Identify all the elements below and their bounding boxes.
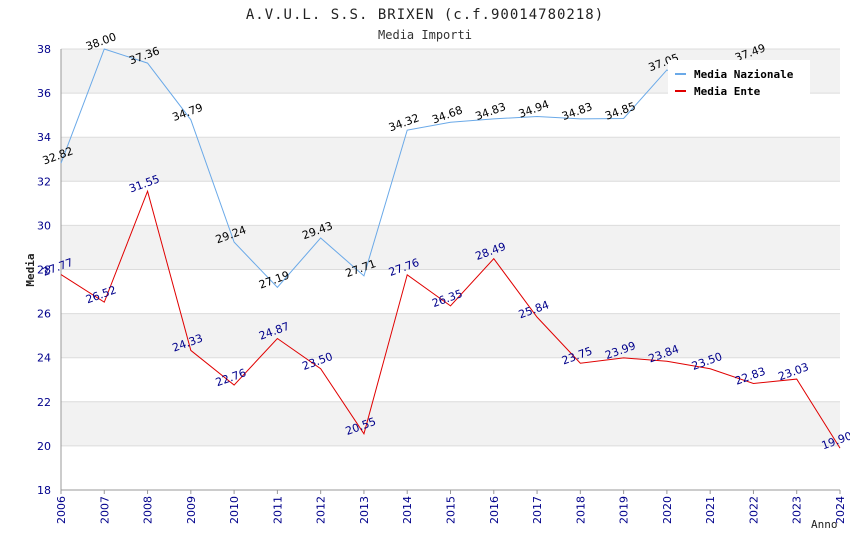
y-tick-label: 20 — [37, 440, 51, 453]
y-tick-label: 34 — [37, 131, 51, 144]
plot-bands — [61, 49, 840, 446]
y-tick-label: 32 — [37, 175, 51, 188]
plot-band — [61, 137, 840, 182]
y-tick-label: 22 — [37, 396, 51, 409]
x-tick-label: 2024 — [834, 496, 847, 524]
y-tick-label: 28 — [37, 264, 51, 277]
x-tick-label: 2018 — [574, 496, 587, 524]
plot-band — [61, 401, 840, 446]
data-label: 22.83 — [733, 365, 767, 388]
x-tick-label: 2012 — [315, 496, 328, 524]
x-tick-label: 2008 — [142, 496, 155, 524]
x-tick-label: 2013 — [358, 496, 371, 524]
x-tick-label: 2011 — [271, 496, 284, 524]
data-label: 34.85 — [603, 100, 637, 123]
x-tick-label: 2019 — [618, 496, 631, 524]
x-tick-label: 2021 — [704, 496, 717, 524]
data-label: 34.32 — [387, 111, 421, 134]
y-tick-label: 18 — [37, 484, 51, 497]
x-axis-label: Anno — [811, 518, 838, 531]
y-tick-label: 30 — [37, 219, 51, 232]
x-tick-label: 2006 — [55, 496, 68, 524]
axes — [60, 49, 841, 494]
series-line-1 — [60, 189, 841, 449]
data-label: 34.83 — [560, 100, 594, 123]
gridlines — [61, 48, 840, 491]
x-tick-label: 2014 — [401, 496, 414, 524]
legend-label-nazionale: Media Nazionale — [694, 68, 794, 81]
x-tick-label: 2010 — [228, 496, 241, 524]
data-label: 22.76 — [214, 366, 248, 389]
chart-title: A.V.U.L. S.S. BRIXEN (c.f.90014780218) — [246, 7, 604, 23]
legend-box — [668, 60, 810, 96]
x-tick-label: 2020 — [661, 496, 674, 524]
legend-label-ente: Media Ente — [694, 85, 761, 98]
y-tick-label: 36 — [37, 87, 51, 100]
data-label: 26.52 — [84, 283, 118, 306]
series-line-0 — [60, 48, 754, 289]
y-tick-label: 38 — [37, 43, 51, 56]
x-tick-label: 2007 — [98, 496, 111, 524]
x-tick-label: 2009 — [185, 496, 198, 524]
y-tick-label: 24 — [37, 352, 51, 365]
y-tick-label: 26 — [37, 308, 51, 321]
x-tick-label: 2015 — [445, 496, 458, 524]
legend: Media Nazionale Media Ente — [668, 60, 810, 98]
data-label: 34.79 — [171, 101, 205, 124]
x-tick-label: 2017 — [531, 496, 544, 524]
y-axis-label: Media — [24, 253, 37, 286]
data-label: 34.83 — [474, 100, 508, 123]
plot-band — [61, 225, 840, 270]
x-tick-label: 2016 — [488, 496, 501, 524]
series-lines — [60, 48, 841, 449]
chart-subtitle: Media Importi — [378, 28, 472, 42]
x-tick-label: 2023 — [791, 496, 804, 524]
x-tick-label: 2022 — [747, 496, 760, 524]
data-label: 26.35 — [430, 287, 464, 310]
